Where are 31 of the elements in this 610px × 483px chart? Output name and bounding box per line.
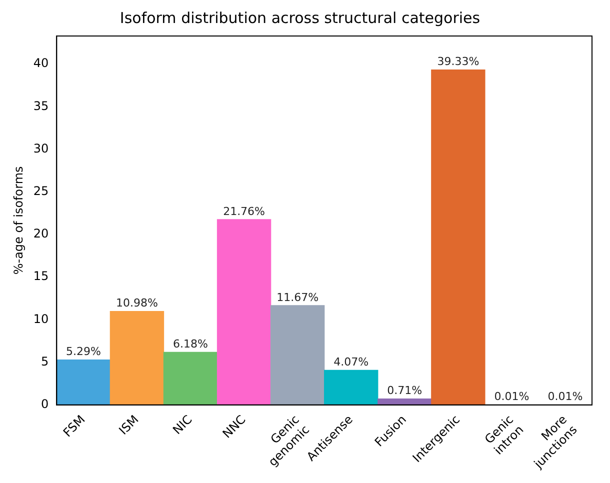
y-tick-label: 40 (33, 56, 49, 70)
data-label: 5.29% (66, 345, 101, 358)
bar (270, 305, 325, 405)
bar (163, 352, 218, 405)
x-tick-label: ISM (116, 412, 142, 438)
data-label: 39.33% (437, 55, 480, 68)
y-tick-label: 5 (41, 354, 49, 368)
data-label: 0.01% (548, 390, 583, 404)
bar (110, 310, 164, 405)
x-tick-label: NIC (170, 412, 195, 438)
data-label: 10.98% (116, 296, 158, 310)
bar (378, 398, 432, 405)
data-label: 6.18% (173, 338, 208, 351)
data-label: 4.07% (334, 356, 369, 369)
bar (431, 69, 486, 405)
bar (56, 359, 111, 405)
chart-title: Isoform distribution across structural categories (120, 8, 480, 27)
y-tick-label: 30 (33, 141, 49, 156)
y-axis-title: %-age of isoforms (11, 166, 26, 275)
y-tick-label: 35 (33, 98, 49, 113)
data-label: 21.76% (223, 204, 266, 218)
data-label: 11.67% (276, 290, 319, 304)
y-tick-label: 15 (33, 269, 49, 284)
y-tick-label: 10 (33, 312, 49, 326)
y-tick-label: 20 (33, 226, 49, 241)
y-tick-label: 0 (41, 396, 49, 411)
y-tick-label: 25 (33, 184, 49, 198)
bar (216, 219, 272, 405)
data-label: 0.01% (494, 390, 530, 404)
data-label: 0.71% (387, 384, 422, 398)
bar (324, 370, 378, 405)
